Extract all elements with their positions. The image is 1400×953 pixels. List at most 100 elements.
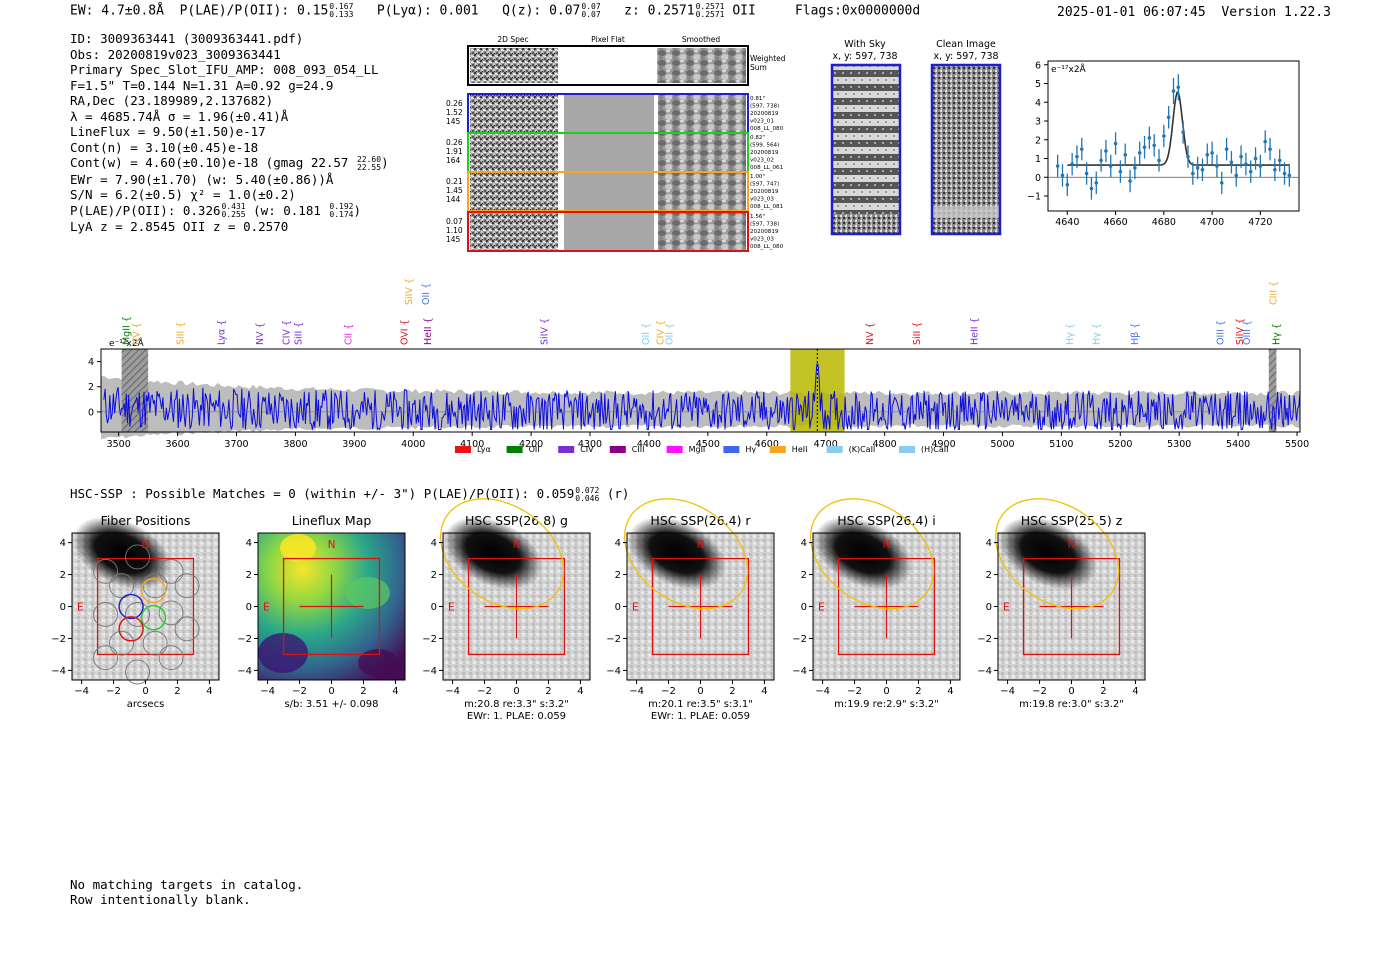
emission-line-label: OIII { bbox=[1215, 320, 1226, 345]
hsc-xtick-label: −2 bbox=[106, 686, 121, 697]
hsc-ytick-label: 0 bbox=[801, 602, 807, 613]
hsc-xtick-label: 2 bbox=[174, 686, 180, 697]
hsc-xtick-label: −2 bbox=[1032, 686, 1047, 697]
fiber-meta-2: (597, 747) bbox=[750, 182, 779, 188]
info-primary: Primary Spec_Slot_IFU_AMP: 008_093_054_L… bbox=[70, 62, 379, 77]
with-sky-frame bbox=[830, 63, 902, 236]
north-label: N bbox=[697, 539, 705, 551]
spec-xtick-label: 3800 bbox=[283, 439, 307, 450]
plae-w: (w: 0.181 bbox=[253, 202, 321, 218]
fiber-circle bbox=[125, 659, 150, 685]
hsc-panel-title: Lineflux Map bbox=[292, 513, 372, 528]
hsc-ytick-label: 2 bbox=[60, 570, 66, 581]
hsc-xtick-label: 2 bbox=[545, 686, 551, 697]
zoom-point bbox=[1104, 149, 1108, 153]
zoom-point bbox=[1210, 151, 1214, 155]
with-sky-xy: x, y: 597, 738 bbox=[832, 51, 897, 62]
clean-title: Clean Image bbox=[936, 39, 996, 50]
fiber-meta-2: (597, 738) bbox=[750, 222, 779, 228]
clean-band bbox=[933, 206, 999, 218]
counterpart-ellipse bbox=[810, 498, 935, 610]
fiber-smooth bbox=[658, 173, 746, 210]
emission-line-label: OIII { bbox=[1242, 320, 1253, 345]
hsc-xtick-label: −4 bbox=[1000, 686, 1015, 697]
hsc-ytick-label: 0 bbox=[615, 602, 621, 613]
spec-xtick-label: 4500 bbox=[696, 439, 720, 450]
emission-line-label: OII { bbox=[665, 323, 676, 345]
hsc-panel-2: Lineflux Map N E −4 −4 −2 −2 0 0 2 2 4 4 s/b: 3.51 +/… bbox=[237, 513, 406, 710]
contw-lo: 22.55 bbox=[356, 162, 382, 172]
fiber-throughput: 0.26 bbox=[446, 138, 463, 147]
legend-swatch bbox=[769, 446, 786, 453]
info-lineflux: LineFlux = 9.50(±1.50)e-17 bbox=[70, 124, 266, 139]
hsc-xtick-label: −4 bbox=[815, 686, 830, 697]
legend-swatch bbox=[609, 446, 626, 453]
full-spectrum-plot: 3500 3600 3700 3800 3900 4000 4100 4200 4300 4400… bbox=[88, 278, 1309, 454]
zoom-point bbox=[1147, 136, 1152, 140]
clean-xy: x, y: 597, 738 bbox=[933, 51, 998, 62]
fiber-meta-5: 008_LL_081 bbox=[750, 204, 784, 210]
detection-info: ID: 3009363441 (3009363441.pdf) Obs: 202… bbox=[70, 31, 389, 235]
hsc-ytick-label: 4 bbox=[60, 538, 66, 549]
north-label: N bbox=[883, 539, 891, 551]
timestamp: 2025-01-01 06:07:45 bbox=[1057, 5, 1206, 20]
fiber-meta-1: 0.82" bbox=[750, 135, 765, 141]
zoom-point bbox=[1244, 162, 1248, 166]
info-contw: Cont(w) = 4.60(±0.10)e-18 (gmag 22.57 22… bbox=[70, 154, 389, 172]
hsc-ytick-label: −4 bbox=[237, 666, 252, 677]
zoom-ytick-label: 1 bbox=[1035, 154, 1041, 165]
hsc-xtick-label: −4 bbox=[74, 686, 89, 697]
hsc-ytick-label: 2 bbox=[986, 570, 992, 581]
zoom-point bbox=[1060, 173, 1065, 178]
col-smoothed: Smoothed bbox=[682, 35, 721, 44]
header-summary: EW: 4.7±0.8Å P(LAE)/P(OII): 0.15 0.167 0.1… bbox=[70, 3, 920, 19]
fiber-num: 145 bbox=[446, 117, 461, 126]
hsc-xtick-label: 4 bbox=[761, 686, 767, 697]
hsc-xtick-label: 4 bbox=[206, 686, 212, 697]
fiber-flat bbox=[564, 213, 654, 250]
spec-xtick-label: 4700 bbox=[814, 439, 838, 450]
emission-line-label: MgII { bbox=[121, 316, 132, 345]
legend-label: (K)CaII bbox=[849, 445, 876, 454]
hsc-ytick-label: 0 bbox=[431, 602, 437, 613]
spec-xtick-label: 5100 bbox=[1049, 439, 1073, 450]
legend-label: (H)CaII bbox=[921, 445, 948, 454]
spec-mask-left bbox=[121, 349, 149, 432]
zoom-point bbox=[1171, 89, 1176, 93]
zoom-point bbox=[1065, 182, 1070, 187]
hsc-xtick-label: 0 bbox=[328, 686, 334, 697]
zoom-point bbox=[1273, 167, 1277, 172]
info-plae-lo: 0.255 bbox=[221, 210, 246, 219]
plae-w-lo: 0.174 bbox=[329, 210, 354, 219]
fiber-circle-highlight bbox=[140, 577, 167, 604]
ccd-cutouts: With Sky x, y: 597, 738 Clean Image x, y… bbox=[830, 39, 1002, 236]
aperture-box bbox=[467, 557, 566, 656]
info-lyaz: LyA z = 2.8545 OII z = 0.2570 bbox=[70, 219, 289, 234]
fiber-2d bbox=[470, 173, 558, 210]
zoom-point bbox=[1215, 164, 1219, 168]
lineflux-low2 bbox=[358, 649, 398, 677]
fiber-frame bbox=[467, 211, 749, 252]
spec-xtick-label: 4400 bbox=[637, 439, 661, 450]
fiber-meta-2: (599, 564) bbox=[750, 143, 779, 149]
zoom-ytick-label: −1 bbox=[1027, 192, 1041, 203]
aperture-box bbox=[837, 557, 936, 656]
catalog-footer: No matching targets in catalog. Row inte… bbox=[70, 877, 303, 907]
with-sky-title: With Sky bbox=[844, 39, 886, 50]
zoom-ytick-label: 3 bbox=[1035, 117, 1041, 128]
spec-xtick-label: 4000 bbox=[401, 439, 425, 450]
info-ewr: EWr = 7.90(±1.70) (w: 5.40(±0.86))Å bbox=[70, 171, 334, 187]
fiber-2d bbox=[470, 213, 558, 250]
spec-flux-line bbox=[103, 363, 1301, 431]
info-contn: Cont(n) = 3.10(±0.45)e-18 bbox=[70, 139, 259, 155]
hsc-caption-1: m:19.9 re:2.9" s:3.2" bbox=[834, 699, 939, 710]
counterpart-ellipse bbox=[995, 498, 1120, 610]
zoom-point bbox=[1234, 173, 1239, 178]
fiber-circle bbox=[142, 630, 168, 656]
emission-line-label: NV { bbox=[255, 322, 266, 345]
spec-noise-band bbox=[101, 376, 1300, 439]
emission-line-label: OVI { bbox=[399, 319, 410, 345]
hsc-xtick-label: 0 bbox=[513, 686, 519, 697]
